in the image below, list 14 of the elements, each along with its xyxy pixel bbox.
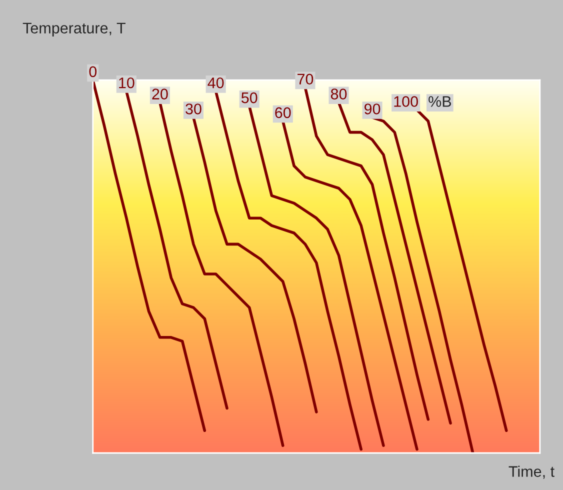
series-label: 0 [89, 66, 97, 78]
series-label: 70 [298, 74, 314, 85]
series-label: 50 [241, 92, 258, 104]
series-label: 90 [364, 104, 380, 114]
series-label: 80 [330, 88, 347, 100]
x-axis-title: Time, t [508, 466, 554, 479]
y-axis-title: Temperature, T [22, 22, 126, 37]
series-label: 40 [208, 77, 224, 88]
series-label: 10 [119, 77, 134, 88]
series-label: 30 [186, 104, 202, 114]
legend-title: %B [428, 96, 451, 107]
series-label: 60 [275, 107, 291, 118]
series-label: 20 [152, 88, 168, 100]
series-label: 100 [394, 96, 418, 107]
